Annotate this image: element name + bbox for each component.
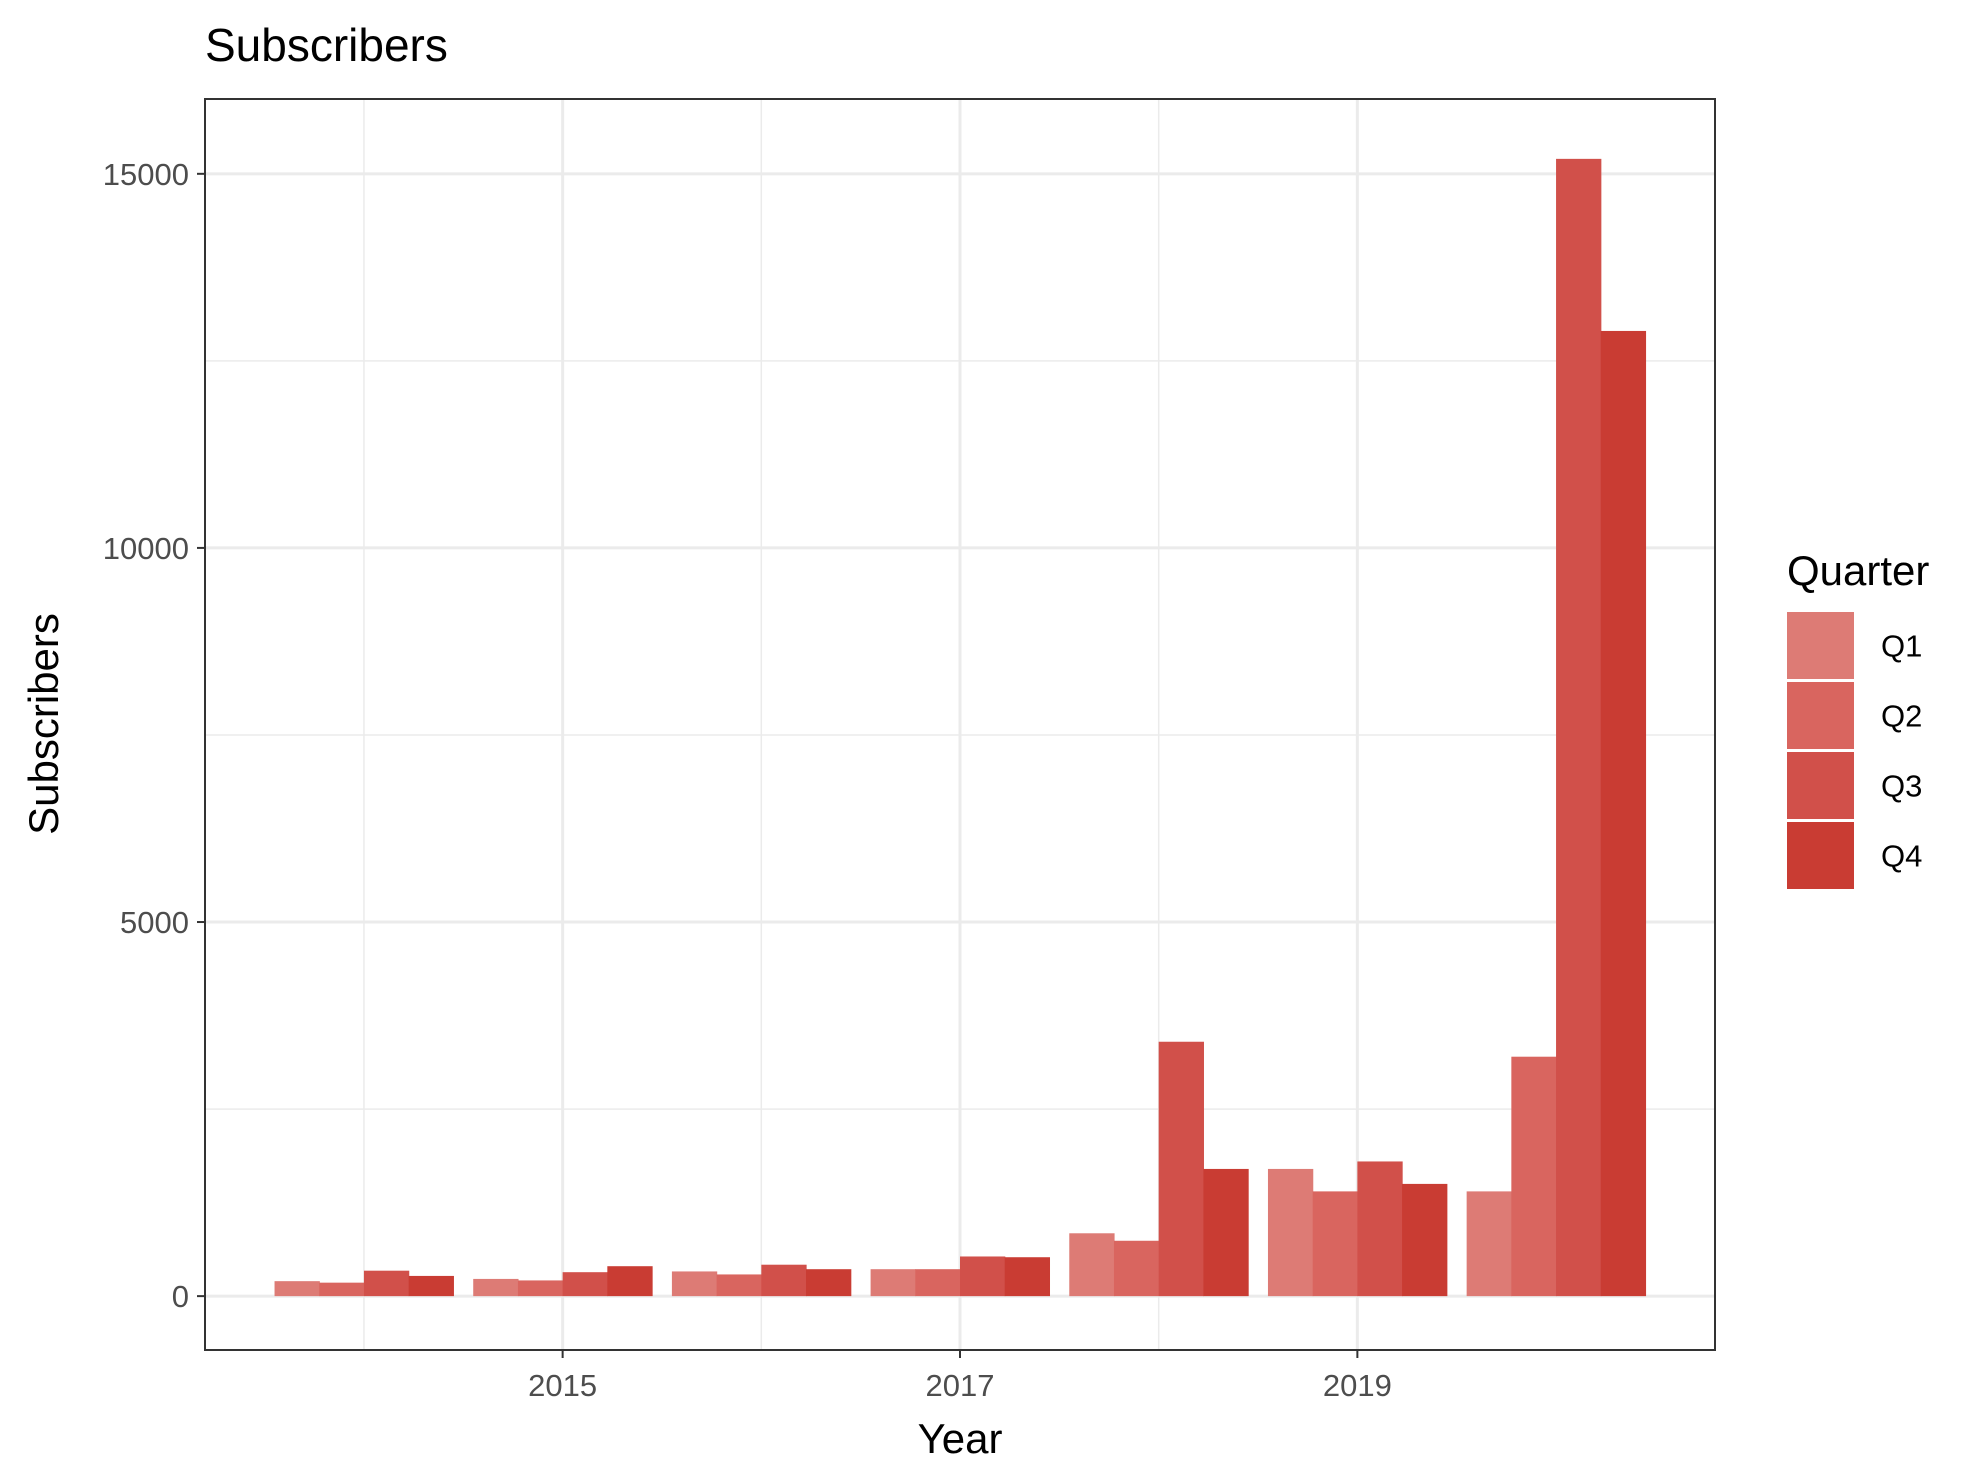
legend: Quarter Q1 Q2 Q3 Q4 xyxy=(1787,547,1929,889)
bar-q4-2020 xyxy=(1600,330,1647,1297)
legend-label-q2: Q2 xyxy=(1881,699,1922,734)
bar-q2-2015 xyxy=(517,1280,564,1297)
bar-q3-2020 xyxy=(1556,158,1602,1297)
bar-q2-2019 xyxy=(1312,1191,1358,1297)
legend-key-q4 xyxy=(1787,822,1854,889)
x-tick-label: 2015 xyxy=(528,1368,597,1403)
bar-q3-2019 xyxy=(1357,1161,1403,1297)
legend-title: Quarter xyxy=(1787,547,1929,594)
axis-ticks: 0 5000 10000 15000 2015 2017 2019 xyxy=(103,157,1392,1403)
bar-q4-2018 xyxy=(1203,1168,1249,1297)
bar-q4-2014 xyxy=(408,1275,454,1297)
bar-q3-2014 xyxy=(363,1270,410,1297)
bar-q1-2017 xyxy=(870,1269,916,1297)
bar-q4-2017 xyxy=(1004,1257,1051,1297)
legend-key-q3 xyxy=(1787,752,1854,819)
bar-q2-2014 xyxy=(319,1282,365,1297)
y-axis-title: Subscribers xyxy=(20,613,67,835)
bar-q3-2017 xyxy=(960,1256,1006,1297)
bar-q3-2015 xyxy=(562,1272,608,1297)
grid-lines xyxy=(205,99,1715,1350)
bar-q3-2016 xyxy=(761,1264,807,1297)
bars xyxy=(274,158,1647,1297)
y-tick-label: 10000 xyxy=(103,531,189,566)
x-axis-title: Year xyxy=(918,1415,1003,1462)
legend-label-q3: Q3 xyxy=(1881,769,1922,804)
chart-title: Subscribers xyxy=(205,19,448,71)
bar-q1-2015 xyxy=(473,1278,519,1297)
bar-q1-2016 xyxy=(671,1271,718,1297)
legend-key-q2 xyxy=(1787,682,1854,749)
legend-label-q4: Q4 xyxy=(1881,839,1922,874)
bar-q2-2016 xyxy=(716,1274,762,1297)
bar-q1-2019 xyxy=(1267,1168,1314,1297)
bar-q4-2019 xyxy=(1402,1183,1448,1297)
x-tick-label: 2019 xyxy=(1323,1368,1392,1403)
y-tick-label: 0 xyxy=(172,1279,189,1314)
bar-q1-2020 xyxy=(1466,1191,1512,1297)
legend-label-q1: Q1 xyxy=(1881,629,1922,664)
bar-q2-2017 xyxy=(915,1269,961,1297)
bar-q1-2014 xyxy=(274,1281,320,1297)
y-tick-label: 5000 xyxy=(120,905,189,940)
bar-q3-2018 xyxy=(1158,1041,1204,1297)
legend-key-q1 xyxy=(1787,612,1854,679)
bar-q4-2015 xyxy=(607,1266,653,1297)
bar-q2-2018 xyxy=(1113,1240,1160,1297)
bar-q1-2018 xyxy=(1069,1233,1115,1297)
y-tick-label: 15000 xyxy=(103,157,189,192)
bar-q2-2020 xyxy=(1511,1056,1557,1297)
bar-q4-2016 xyxy=(806,1269,852,1297)
x-tick-label: 2017 xyxy=(926,1368,995,1403)
